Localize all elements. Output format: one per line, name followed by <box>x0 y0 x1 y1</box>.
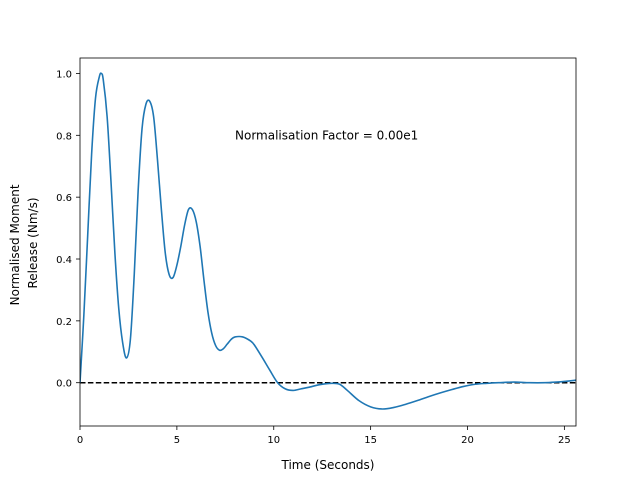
y-tick-label: 0.0 <box>56 379 72 390</box>
y-axis-label-line-1: Normalised Moment <box>8 184 22 305</box>
series-line-0 <box>80 72 576 410</box>
y-axis-label: Normalised Moment Release (Nm/s) <box>8 181 40 306</box>
y-tick-label: 0.2 <box>56 317 72 328</box>
y-axis-label-line-2: Release (Nm/s) <box>26 197 40 288</box>
x-tick-label: 15 <box>364 435 377 446</box>
x-tick-label: 5 <box>174 435 180 446</box>
x-tick-label: 25 <box>558 435 571 446</box>
plot-layer <box>80 72 576 410</box>
x-tick-label: 20 <box>461 435 474 446</box>
axes-frame <box>79 57 577 427</box>
x-tick-label: 10 <box>267 435 280 446</box>
y-tick-label: 0.6 <box>56 193 72 204</box>
x-tick-label: 0 <box>77 435 83 446</box>
normalisation-factor-annotation: Normalisation Factor = 0.00e1 <box>235 128 418 142</box>
axes-layer: 0 5 10 15 20 25 0.0 0.2 0.4 0.6 0.8 1.0 <box>56 57 577 446</box>
y-tick-label: 0.8 <box>56 131 72 142</box>
x-axis-label: Time (Seconds) <box>281 458 375 472</box>
y-tick-label: 0.4 <box>56 255 72 266</box>
y-tick-label: 1.0 <box>56 69 72 80</box>
plot-area <box>80 72 576 410</box>
